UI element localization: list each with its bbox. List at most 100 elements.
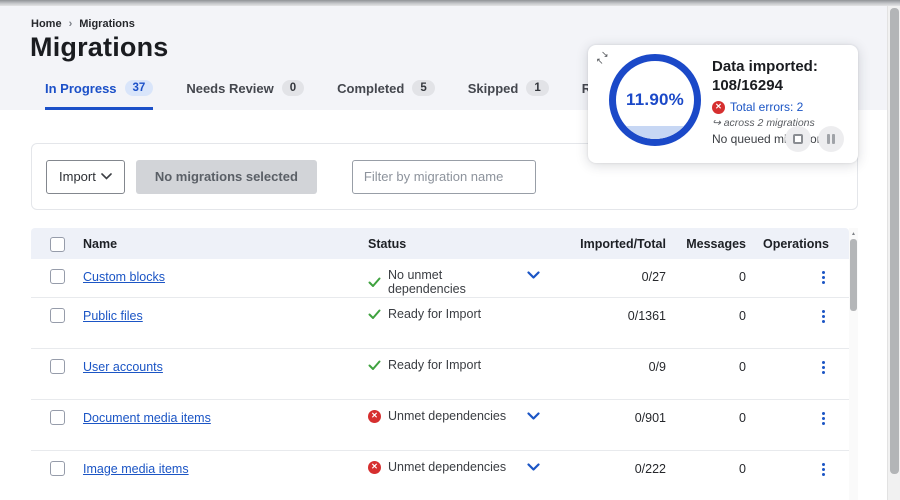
- error-x-icon: ✕: [368, 460, 381, 474]
- messages-value: 0: [739, 309, 746, 323]
- page-scrollbar-thumb[interactable]: [890, 8, 899, 474]
- table-scrollbar[interactable]: ▲: [849, 228, 858, 500]
- progress-card-buttons: [785, 126, 844, 152]
- import-progress-card: ↘ ↖ 11.90% Data imported: 108/16294 ✕ Tot…: [588, 45, 858, 163]
- header-imported-total: Imported/Total: [580, 236, 666, 251]
- status-icon: ✕: [368, 360, 381, 371]
- status-icon: ✕: [368, 409, 381, 423]
- pause-icon: [827, 134, 835, 144]
- status-text: Unmet dependencies: [388, 460, 507, 474]
- migration-name-link[interactable]: Public files: [83, 309, 143, 323]
- imported-total-value: 0/222: [634, 462, 666, 476]
- migration-name-link[interactable]: User accounts: [83, 360, 163, 374]
- status-text: Ready for Import: [388, 358, 482, 372]
- window-top-edge: [0, 0, 900, 6]
- header-messages: Messages: [686, 236, 746, 251]
- data-imported-label: Data imported:: [712, 58, 818, 75]
- table-body: Custom blocks ✕ No unmet dependencies 0/…: [31, 259, 849, 500]
- progress-percent: 11.90%: [626, 90, 684, 109]
- breadcrumb-separator-icon: ›: [68, 18, 73, 30]
- imported-total-value: 0/1361: [627, 309, 666, 323]
- operations-kebab-icon[interactable]: [818, 269, 829, 286]
- no-migrations-selected-button: No migrations selected: [135, 159, 317, 194]
- progress-fill: [616, 126, 694, 139]
- import-label: Import: [59, 169, 96, 184]
- row-checkbox[interactable]: [49, 410, 65, 425]
- status-icon: ✕: [368, 460, 381, 474]
- messages-value: 0: [739, 360, 746, 374]
- progress-ring: 11.90%: [609, 54, 701, 146]
- operations-kebab-icon[interactable]: [818, 359, 829, 376]
- collapse-card-icon[interactable]: ↘ ↖: [596, 49, 609, 66]
- tab-label: Skipped: [467, 80, 519, 96]
- table-scrollbar-up-icon[interactable]: ▲: [851, 231, 856, 237]
- header-operations: Operations: [763, 236, 829, 251]
- row-checkbox[interactable]: [49, 308, 65, 323]
- error-x-icon: ✕: [368, 409, 381, 423]
- operations-kebab-icon[interactable]: [818, 461, 829, 478]
- table-row: Image media items ✕ Unmet dependencies 0…: [31, 451, 849, 500]
- expand-row-chevron-icon[interactable]: [518, 409, 548, 420]
- table-row: User accounts ✕ Ready for Import 0/9 0: [31, 349, 849, 400]
- check-icon: [368, 360, 381, 370]
- table-row: Public files ✕ Ready for Import 0/1361 0: [31, 298, 849, 349]
- stop-button[interactable]: [785, 126, 811, 152]
- import-dropdown-button[interactable]: Import: [46, 159, 125, 194]
- row-checkbox[interactable]: [49, 269, 65, 284]
- tab-label: In Progress: [45, 80, 117, 96]
- progress-ring-inner: [616, 61, 694, 139]
- tab-completed[interactable]: Completed 5: [337, 80, 435, 110]
- select-all-checkbox[interactable]: [49, 236, 65, 252]
- header-name: Name: [83, 236, 118, 251]
- error-icon: ✕: [712, 100, 725, 114]
- status-text: Ready for Import: [388, 307, 482, 321]
- messages-value: 0: [739, 462, 746, 476]
- data-imported-value: 108/16294: [712, 77, 783, 94]
- breadcrumb-home-link[interactable]: Home: [31, 18, 62, 30]
- tab-needs-review[interactable]: Needs Review 0: [186, 80, 305, 110]
- pause-button[interactable]: [818, 126, 844, 152]
- expand-row-chevron-icon[interactable]: [518, 268, 548, 279]
- breadcrumb-current[interactable]: Migrations: [79, 18, 135, 30]
- tab-count-badge: 1: [526, 80, 549, 96]
- breadcrumb: Home › Migrations: [31, 18, 135, 30]
- messages-value: 0: [739, 270, 746, 284]
- across-migrations-note: ↪ across 2 migrations: [712, 117, 815, 129]
- tab-count-badge: 5: [412, 80, 435, 96]
- check-icon: [368, 309, 381, 319]
- row-checkbox[interactable]: [49, 359, 65, 374]
- tab-bar: In Progress 37 Needs Review 0 Completed …: [45, 80, 661, 110]
- migration-name-link[interactable]: Custom blocks: [83, 270, 165, 284]
- page-title: Migrations: [30, 32, 169, 62]
- table-row: Document media items ✕ Unmet dependencie…: [31, 400, 849, 451]
- status-text: Unmet dependencies: [388, 409, 507, 423]
- operations-kebab-icon[interactable]: [818, 308, 829, 325]
- tab-label: Needs Review: [186, 80, 274, 96]
- migration-name-link[interactable]: Image media items: [83, 462, 189, 476]
- migration-filter-input[interactable]: [351, 159, 536, 194]
- stop-icon: [793, 134, 803, 144]
- migrations-table: Name Status Imported/Total Messages Oper…: [31, 228, 858, 500]
- tab-count-badge: 37: [124, 80, 154, 96]
- table-row: Custom blocks ✕ No unmet dependencies 0/…: [31, 259, 849, 298]
- status-text: No unmet dependencies: [388, 268, 466, 296]
- total-errors-link[interactable]: Total errors: 2: [730, 100, 804, 114]
- header-status: Status: [368, 236, 407, 251]
- chevron-down-icon: [101, 173, 112, 180]
- status-icon: ✕: [368, 277, 381, 288]
- imported-total-value: 0/9: [648, 360, 666, 374]
- operations-kebab-icon[interactable]: [818, 410, 829, 427]
- row-checkbox[interactable]: [49, 461, 65, 476]
- table-scrollbar-thumb[interactable]: [850, 239, 857, 311]
- tab-skipped[interactable]: Skipped 1: [468, 80, 549, 110]
- imported-total-value: 0/27: [641, 270, 666, 284]
- messages-value: 0: [739, 411, 746, 425]
- total-errors-line[interactable]: ✕ Total errors: 2: [712, 100, 850, 114]
- tab-in-progress[interactable]: In Progress 37: [45, 80, 154, 110]
- tab-label: Completed: [337, 80, 405, 96]
- check-icon: [368, 277, 381, 287]
- migration-name-link[interactable]: Document media items: [83, 411, 211, 425]
- expand-row-chevron-icon[interactable]: [518, 460, 548, 471]
- page-scrollbar[interactable]: [887, 6, 900, 500]
- tab-count-badge: 0: [281, 80, 305, 96]
